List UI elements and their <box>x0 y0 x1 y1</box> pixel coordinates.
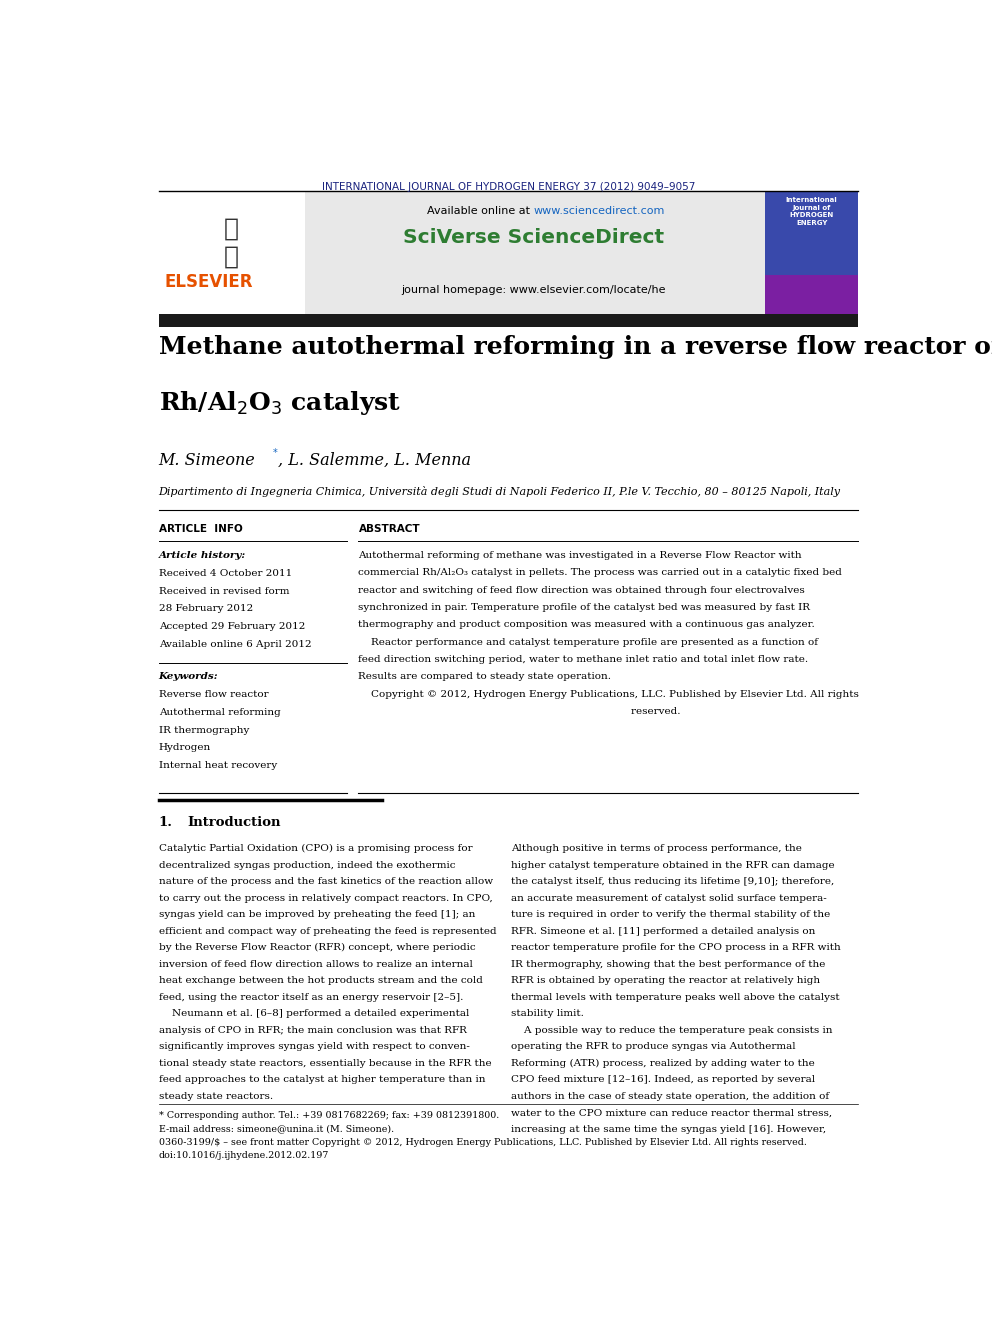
Text: SciVerse ScienceDirect: SciVerse ScienceDirect <box>403 228 664 247</box>
Text: thermal levels with temperature peaks well above the catalyst: thermal levels with temperature peaks we… <box>511 992 839 1002</box>
Text: journal homepage: www.elsevier.com/locate/he: journal homepage: www.elsevier.com/locat… <box>401 286 666 295</box>
Text: Introduction: Introduction <box>187 816 282 828</box>
Text: Dipartimento di Ingegneria Chimica, Università degli Studi di Napoli Federico II: Dipartimento di Ingegneria Chimica, Univ… <box>159 486 840 496</box>
Text: heat exchange between the hot products stream and the cold: heat exchange between the hot products s… <box>159 976 482 986</box>
Text: ABSTRACT: ABSTRACT <box>358 524 420 534</box>
Text: A possible way to reduce the temperature peak consists in: A possible way to reduce the temperature… <box>511 1025 832 1035</box>
Text: water to the CPO mixture can reduce reactor thermal stress,: water to the CPO mixture can reduce reac… <box>511 1109 832 1118</box>
Text: Results are compared to steady state operation.: Results are compared to steady state ope… <box>358 672 611 681</box>
Text: Available online at: Available online at <box>427 205 534 216</box>
Text: RFR is obtained by operating the reactor at relatively high: RFR is obtained by operating the reactor… <box>511 976 819 986</box>
Text: , L. Salemme, L. Menna: , L. Salemme, L. Menna <box>278 452 471 470</box>
Text: Reverse flow reactor: Reverse flow reactor <box>159 691 268 699</box>
Text: Neumann et al. [6–8] performed a detailed experimental: Neumann et al. [6–8] performed a detaile… <box>159 1009 469 1019</box>
Text: reserved.: reserved. <box>358 706 681 716</box>
Text: Autothermal reforming: Autothermal reforming <box>159 708 281 717</box>
Bar <box>765 275 858 314</box>
Text: tional steady state reactors, essentially because in the RFR the: tional steady state reactors, essentiall… <box>159 1058 491 1068</box>
Text: feed approaches to the catalyst at higher temperature than in: feed approaches to the catalyst at highe… <box>159 1076 485 1085</box>
Text: significantly improves syngas yield with respect to conven-: significantly improves syngas yield with… <box>159 1043 469 1052</box>
Text: Reactor performance and catalyst temperature profile are presented as a function: Reactor performance and catalyst tempera… <box>358 638 818 647</box>
Text: the catalyst itself, thus reducing its lifetime [9,10]; therefore,: the catalyst itself, thus reducing its l… <box>511 877 834 886</box>
Text: by the Reverse Flow Reactor (RFR) concept, where periodic: by the Reverse Flow Reactor (RFR) concep… <box>159 943 475 953</box>
Text: Hydrogen: Hydrogen <box>159 744 211 753</box>
Text: Copyright © 2012, Hydrogen Energy Publications, LLC. Published by Elsevier Ltd. : Copyright © 2012, Hydrogen Energy Public… <box>358 689 859 699</box>
Text: synchronized in pair. Temperature profile of the catalyst bed was measured by fa: synchronized in pair. Temperature profil… <box>358 603 810 613</box>
Text: Available online 6 April 2012: Available online 6 April 2012 <box>159 640 311 650</box>
Text: Received in revised form: Received in revised form <box>159 586 289 595</box>
Bar <box>159 192 305 314</box>
Text: Methane autothermal reforming in a reverse flow reactor on: Methane autothermal reforming in a rever… <box>159 335 992 359</box>
Text: operating the RFR to produce syngas via Autothermal: operating the RFR to produce syngas via … <box>511 1043 796 1052</box>
Text: Received 4 October 2011: Received 4 October 2011 <box>159 569 292 578</box>
Text: www.sciencedirect.com: www.sciencedirect.com <box>534 205 665 216</box>
Text: feed, using the reactor itself as an energy reservoir [2–5].: feed, using the reactor itself as an ene… <box>159 992 463 1002</box>
Text: ture is required in order to verify the thermal stability of the: ture is required in order to verify the … <box>511 910 830 919</box>
Text: syngas yield can be improved by preheating the feed [1]; an: syngas yield can be improved by preheati… <box>159 910 475 919</box>
Text: decentralized syngas production, indeed the exothermic: decentralized syngas production, indeed … <box>159 861 455 869</box>
Text: Rh/Al$_2$O$_3$ catalyst: Rh/Al$_2$O$_3$ catalyst <box>159 389 401 417</box>
Text: M. Simeone: M. Simeone <box>159 452 255 470</box>
Text: an accurate measurement of catalyst solid surface tempera-: an accurate measurement of catalyst soli… <box>511 894 826 902</box>
Text: Keywords:: Keywords: <box>159 672 218 681</box>
Text: increasing at the same time the syngas yield [16]. However,: increasing at the same time the syngas y… <box>511 1125 825 1134</box>
Text: thermography and product composition was measured with a continuous gas analyzer: thermography and product composition was… <box>358 620 815 630</box>
Text: efficient and compact way of preheating the feed is represented: efficient and compact way of preheating … <box>159 927 496 935</box>
Text: steady state reactors.: steady state reactors. <box>159 1091 273 1101</box>
Bar <box>159 192 858 314</box>
Text: Internal heat recovery: Internal heat recovery <box>159 761 277 770</box>
Text: commercial Rh/Al₂O₃ catalyst in pellets. The process was carried out in a cataly: commercial Rh/Al₂O₃ catalyst in pellets.… <box>358 569 842 577</box>
Text: stability limit.: stability limit. <box>511 1009 583 1019</box>
Text: INTERNATIONAL JOURNAL OF HYDROGEN ENERGY 37 (2012) 9049–9057: INTERNATIONAL JOURNAL OF HYDROGEN ENERGY… <box>321 183 695 192</box>
Text: *: * <box>273 448 277 458</box>
Text: to carry out the process in relatively compact reactors. In CPO,: to carry out the process in relatively c… <box>159 894 492 902</box>
Text: CPO feed mixture [12–16]. Indeed, as reported by several: CPO feed mixture [12–16]. Indeed, as rep… <box>511 1076 814 1085</box>
Text: ⬛
🌿: ⬛ 🌿 <box>224 217 239 269</box>
Text: inversion of feed flow direction allows to realize an internal: inversion of feed flow direction allows … <box>159 960 472 968</box>
Text: Accepted 29 February 2012: Accepted 29 February 2012 <box>159 622 305 631</box>
Text: analysis of CPO in RFR; the main conclusion was that RFR: analysis of CPO in RFR; the main conclus… <box>159 1025 466 1035</box>
Text: 1.: 1. <box>159 816 173 828</box>
Text: Autothermal reforming of methane was investigated in a Reverse Flow Reactor with: Autothermal reforming of methane was inv… <box>358 550 803 560</box>
Text: IR thermography, showing that the best performance of the: IR thermography, showing that the best p… <box>511 960 825 968</box>
Text: ARTICLE  INFO: ARTICLE INFO <box>159 524 242 534</box>
Text: IR thermography: IR thermography <box>159 726 249 734</box>
Text: doi:10.1016/j.ijhydene.2012.02.197: doi:10.1016/j.ijhydene.2012.02.197 <box>159 1151 329 1160</box>
Bar <box>159 314 858 327</box>
Text: 28 February 2012: 28 February 2012 <box>159 605 253 614</box>
Bar <box>765 192 858 314</box>
Text: Reforming (ATR) process, realized by adding water to the: Reforming (ATR) process, realized by add… <box>511 1058 814 1068</box>
Text: reactor and switching of feed flow direction was obtained through four electrova: reactor and switching of feed flow direc… <box>358 586 806 594</box>
Text: * Corresponding author. Tel.: +39 0817682269; fax: +39 0812391800.: * Corresponding author. Tel.: +39 081768… <box>159 1111 499 1121</box>
Text: Although positive in terms of process performance, the: Although positive in terms of process pe… <box>511 844 802 853</box>
Text: nature of the process and the fast kinetics of the reaction allow: nature of the process and the fast kinet… <box>159 877 493 886</box>
Text: RFR. Simeone et al. [11] performed a detailed analysis on: RFR. Simeone et al. [11] performed a det… <box>511 927 815 935</box>
Text: International
Journal of
HYDROGEN
ENERGY: International Journal of HYDROGEN ENERGY <box>786 197 837 226</box>
Text: authors in the case of steady state operation, the addition of: authors in the case of steady state oper… <box>511 1091 829 1101</box>
Text: Article history:: Article history: <box>159 550 246 560</box>
Text: reactor temperature profile for the CPO process in a RFR with: reactor temperature profile for the CPO … <box>511 943 840 953</box>
Text: E-mail address: simeone@unina.it (M. Simeone).: E-mail address: simeone@unina.it (M. Sim… <box>159 1125 394 1134</box>
Text: higher catalyst temperature obtained in the RFR can damage: higher catalyst temperature obtained in … <box>511 861 834 869</box>
Text: ELSEVIER: ELSEVIER <box>165 273 253 291</box>
Text: feed direction switching period, water to methane inlet ratio and total inlet fl: feed direction switching period, water t… <box>358 655 808 664</box>
Text: 0360-3199/$ – see front matter Copyright © 2012, Hydrogen Energy Publications, L: 0360-3199/$ – see front matter Copyright… <box>159 1138 806 1147</box>
Text: Catalytic Partial Oxidation (CPO) is a promising process for: Catalytic Partial Oxidation (CPO) is a p… <box>159 844 472 853</box>
